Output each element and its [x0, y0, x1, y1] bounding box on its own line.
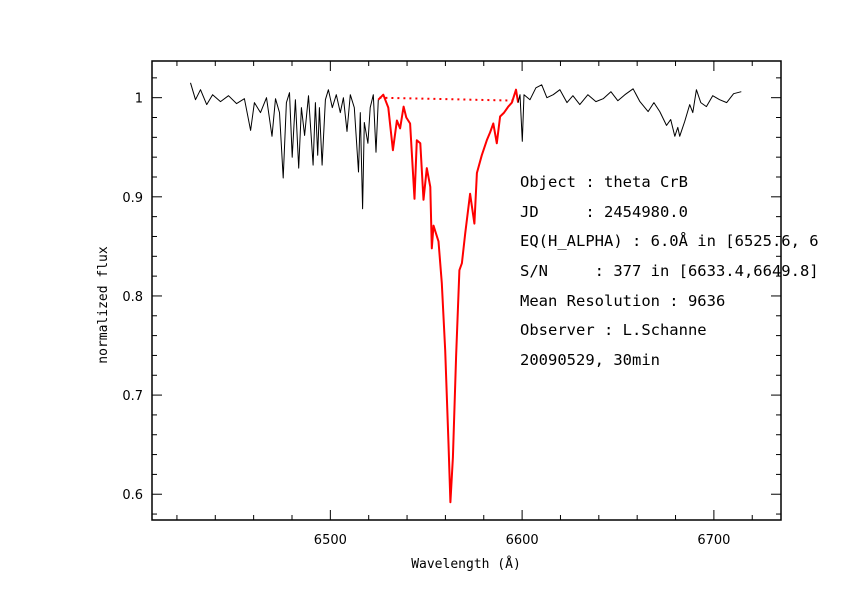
annotation-block: Object : theta CrB JD : 2454980.0 EQ(H_A…: [520, 168, 823, 376]
annotation-resolution: Mean Resolution : 9636: [520, 291, 726, 310]
x-tick-label: 6700: [697, 533, 730, 548]
annotation-snr: S/N : 377 in [6633.4,6649.8]: [520, 262, 819, 281]
annotation-observer: Observer : L.Schanne: [520, 321, 707, 340]
y-axis-label: normalized flux: [96, 246, 111, 364]
y-tick-label: 0.9: [122, 191, 143, 206]
y-tick-label: 1: [135, 92, 143, 107]
x-tick-label: 6500: [314, 533, 347, 548]
y-tick-label: 0.7: [122, 389, 143, 404]
annotation-jd: JD : 2454980.0: [520, 202, 688, 221]
spectrum-line-1: [377, 88, 520, 504]
continuum-dotted-line: [379, 96, 519, 102]
series-layer: [190, 82, 742, 504]
annotation-eq-width: EQ(H_ALPHA) : 6.0Å in [6525.6, 6: [520, 232, 819, 251]
y-tick-label: 0.8: [122, 290, 143, 305]
annotation-object: Object : theta CrB: [520, 173, 688, 191]
annotation-date: 20090529, 30min: [520, 351, 660, 370]
y-tick-label: 0.6: [122, 488, 143, 503]
plot-frame: [151, 60, 782, 521]
x-axis-label: Wavelength (Å): [411, 556, 521, 572]
spectrum-line-2: [517, 84, 742, 142]
spectrum-line-0: [190, 82, 379, 210]
x-tick-label: 6600: [506, 533, 539, 548]
tick-layer: 6500 6600 6700 0.6 0.7 0.8 0.9 1: [122, 61, 781, 548]
